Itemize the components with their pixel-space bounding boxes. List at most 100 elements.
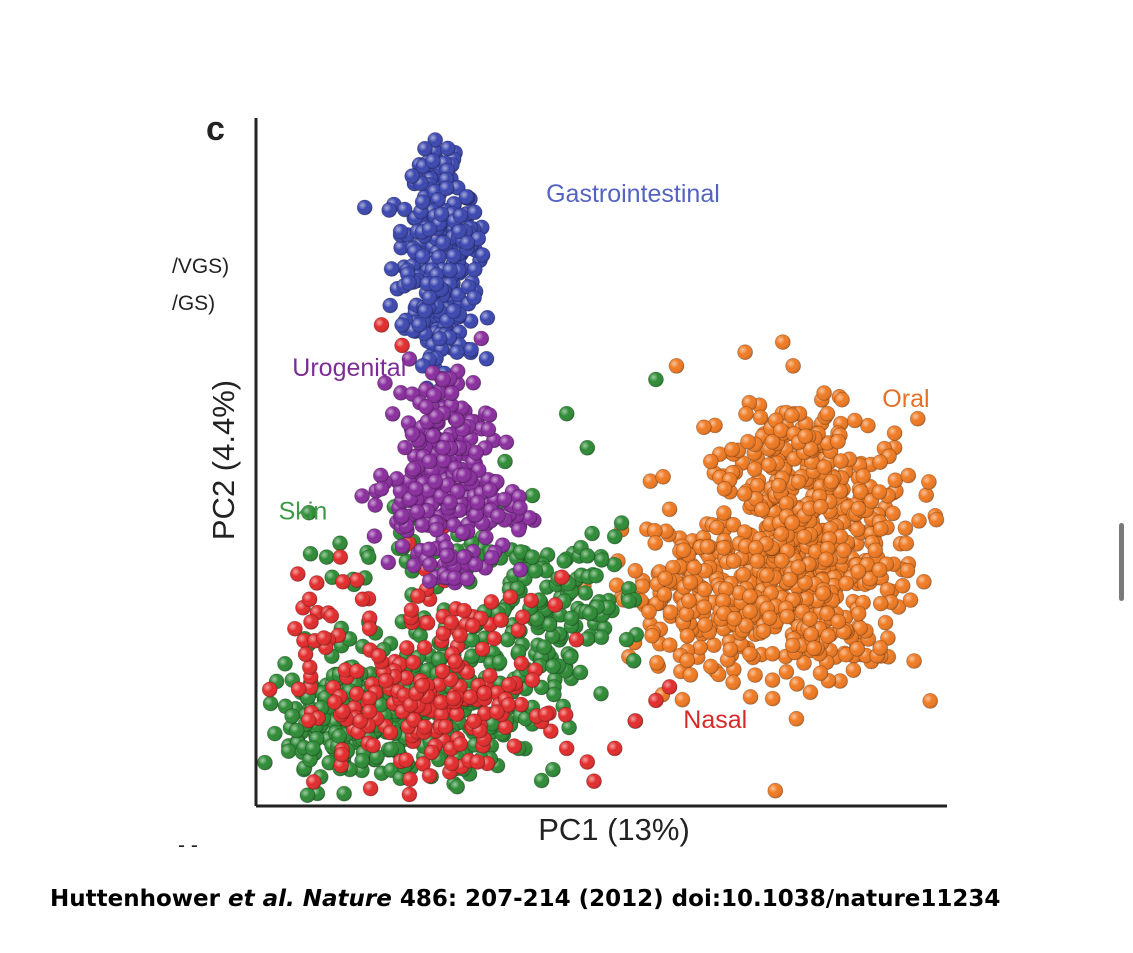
skin-point <box>579 548 596 564</box>
oral-point <box>797 574 813 591</box>
gastrointestinal-point <box>451 223 468 240</box>
scrollbar-thumb[interactable] <box>1119 523 1124 601</box>
oral-point <box>922 693 939 709</box>
oral-point <box>774 334 791 351</box>
gastrointestinal-point <box>416 140 433 157</box>
oral-point <box>802 611 818 628</box>
oral-point <box>770 477 787 494</box>
citation: Huttenhower et al. Nature 486: 207-214 (… <box>50 886 1000 912</box>
gastrointestinal-point <box>466 289 483 306</box>
urogenital-point <box>414 517 431 534</box>
oral-point <box>802 684 819 701</box>
nasal-point <box>301 591 318 608</box>
oral-point <box>838 575 855 592</box>
oral-point <box>921 473 937 490</box>
skin-point <box>302 751 319 768</box>
oral-point <box>773 552 790 569</box>
skin-point <box>360 549 377 566</box>
nasal-point <box>579 754 596 770</box>
skin-point <box>606 556 623 573</box>
oral-point <box>899 562 916 579</box>
oral-point <box>886 425 903 442</box>
oral-point <box>699 538 716 555</box>
urogenital-point <box>384 405 401 422</box>
nasal-point <box>443 614 460 631</box>
skin-point <box>497 453 513 470</box>
panel-letter: c <box>206 110 225 148</box>
oral-point <box>806 640 822 657</box>
nasal-point <box>445 690 462 707</box>
oral-point <box>877 614 894 631</box>
oral-point <box>722 641 739 658</box>
urogenital-point <box>401 351 418 367</box>
nasal-point <box>289 566 306 582</box>
oral-point <box>657 570 674 587</box>
oral-point <box>747 667 763 683</box>
nasal-point <box>300 712 317 729</box>
gastrointestinal-point <box>442 262 459 279</box>
gastrointestinal-point <box>382 297 399 314</box>
oral-point <box>885 505 901 522</box>
skin-point <box>588 567 604 584</box>
gastrointestinal-point <box>414 194 431 210</box>
urogenital-point <box>448 412 465 429</box>
oral-point <box>674 691 691 708</box>
nasal-point <box>524 672 541 688</box>
urogenital-point <box>421 453 438 470</box>
oral-point <box>644 627 660 644</box>
nasal-point <box>416 719 433 735</box>
skin-point <box>284 708 301 724</box>
oral-point <box>764 672 781 688</box>
skin-point <box>561 719 577 736</box>
oral-point <box>918 487 935 504</box>
urogenital-point <box>405 557 422 574</box>
skin-point <box>318 549 335 565</box>
gastrointestinal-point <box>445 248 462 264</box>
urogenital-point <box>480 421 497 438</box>
skin-point <box>431 651 447 668</box>
urogenital-point <box>427 473 444 490</box>
urogenital-point <box>455 549 472 565</box>
skin-point <box>412 627 429 644</box>
oral-point <box>741 394 758 411</box>
oral-point <box>641 603 657 620</box>
clipped-legend-text-2: /GS) <box>172 292 215 315</box>
oral-point <box>754 501 770 518</box>
skin-point <box>300 504 317 521</box>
skin-label: Skin <box>279 498 328 526</box>
nasal-point <box>421 767 438 784</box>
skin-point <box>524 487 541 504</box>
skin-point <box>284 672 301 688</box>
skin-point <box>527 563 544 579</box>
oral-point <box>900 467 917 484</box>
urogenital-point <box>421 556 438 573</box>
urogenital-point <box>421 541 438 558</box>
oral-point <box>820 628 836 644</box>
clipped-bottom-text: ‐ ‐ <box>178 834 198 857</box>
oral-point <box>679 652 696 669</box>
skin-point <box>593 685 609 702</box>
citation-journal: Nature <box>302 886 392 912</box>
urogenital-point <box>477 529 494 546</box>
nasal-point <box>398 640 415 656</box>
oral-point <box>850 605 867 622</box>
gastrointestinal-point <box>435 234 452 251</box>
nasal-point <box>523 592 540 609</box>
nasal-point <box>334 573 351 590</box>
urogenital-point <box>512 561 529 578</box>
oral-point <box>845 662 862 679</box>
oral-point <box>871 484 888 500</box>
oral-point <box>661 637 678 653</box>
urogenital-point <box>483 549 500 566</box>
skin-point <box>332 535 348 552</box>
oral-point <box>782 571 798 588</box>
oral-point <box>797 428 814 445</box>
oral-point <box>846 412 863 429</box>
skin-point <box>538 562 555 579</box>
oral-point <box>836 623 852 640</box>
oral-point <box>725 516 742 533</box>
nasal-point <box>362 780 379 797</box>
oral-point <box>696 419 712 436</box>
oral-point <box>830 433 846 450</box>
skin-point <box>262 695 279 712</box>
